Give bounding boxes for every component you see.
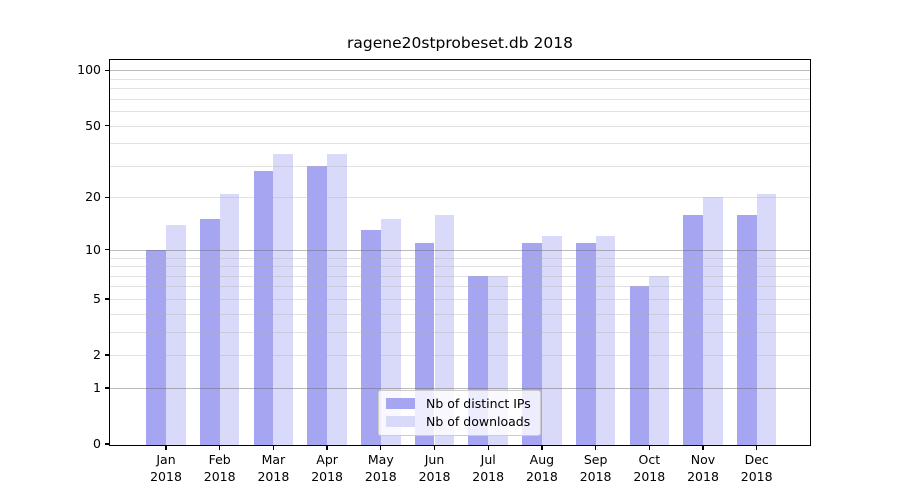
bar-distinct-ips-jan	[146, 249, 166, 445]
y-tick-label-5: 5	[93, 290, 101, 306]
bar-downloads-mar	[273, 153, 294, 445]
bar-distinct-ips-oct	[629, 286, 650, 445]
x-tick-label-oct: Oct 2018	[633, 452, 666, 484]
bar-distinct-ips-mar	[253, 171, 274, 445]
gridline-70	[110, 98, 810, 100]
x-tick-mark	[541, 445, 543, 450]
chart-title: ragene20stprobeset.db 2018	[347, 34, 573, 52]
x-tick-label-aug: Aug 2018	[525, 452, 558, 484]
gridline-4	[110, 313, 810, 315]
gridline-5	[110, 298, 810, 300]
x-tick-mark	[702, 445, 704, 450]
x-tick-label-nov: Nov 2018	[687, 452, 719, 484]
x-tick-mark	[648, 445, 650, 450]
y-tick-label-0: 0	[93, 436, 101, 451]
gridline-50	[110, 125, 810, 127]
gridline-100	[110, 70, 810, 72]
gridline-40	[110, 143, 810, 145]
gridline-80	[110, 88, 810, 90]
bar-downloads-feb	[219, 193, 240, 445]
gridline-7	[110, 275, 810, 277]
bar-distinct-ips-nov	[683, 214, 703, 445]
bar-downloads-aug	[541, 236, 562, 445]
bar-downloads-nov	[703, 197, 723, 445]
y-tick-mark	[105, 298, 110, 300]
legend-row-downloads: Nb of downloads	[386, 414, 531, 429]
y-tick-label-10: 10	[85, 241, 101, 257]
bar-distinct-ips-may	[361, 230, 381, 445]
plot-area	[109, 59, 811, 446]
bar-downloads-jun	[434, 214, 455, 445]
legend-label: Nb of distinct IPs	[426, 396, 531, 411]
legend-label: Nb of downloads	[426, 414, 531, 429]
legend-row-distinct-ips: Nb of distinct IPs	[386, 396, 531, 411]
bar-downloads-apr	[327, 153, 347, 445]
y-tick-label-100: 100	[77, 62, 101, 78]
y-tick-mark	[105, 249, 110, 251]
y-tick-mark	[105, 196, 110, 199]
bar-downloads-jan	[166, 224, 186, 445]
x-tick-mark	[380, 445, 382, 450]
x-tick-mark	[219, 445, 221, 450]
y-tick-label-20: 20	[85, 189, 101, 205]
legend-swatch-distinct-ips	[386, 398, 415, 409]
y-tick-mark	[105, 443, 110, 445]
x-tick-mark	[326, 445, 328, 450]
gridline-90	[110, 78, 810, 80]
gridline-20	[110, 197, 810, 199]
gridline-2	[110, 355, 810, 356]
y-tick-label-50: 50	[85, 117, 101, 133]
gridline-60	[110, 111, 810, 112]
bar-distinct-ips-apr	[307, 165, 328, 445]
y-tick-mark	[105, 354, 110, 356]
bar-distinct-ips-dec	[736, 214, 757, 445]
x-tick-label-jan: Jan 2018	[150, 452, 182, 484]
y-tick-mark	[105, 69, 110, 71]
bar-downloads-oct	[649, 275, 670, 445]
gridline-9	[110, 257, 810, 259]
gridline-3	[110, 331, 810, 333]
bar-distinct-ips-feb	[199, 219, 220, 445]
gridline-1	[110, 387, 810, 389]
y-tick-label-2: 2	[93, 347, 101, 362]
x-tick-mark	[594, 445, 597, 450]
x-tick-mark	[756, 445, 758, 450]
bar-downloads-may	[380, 219, 401, 445]
x-tick-mark	[433, 445, 436, 450]
x-tick-label-jul: Jul 2018	[472, 452, 505, 484]
x-tick-label-sep: Sep 2018	[579, 452, 612, 484]
gridline-10	[110, 249, 810, 251]
legend: Nb of distinct IPs Nb of downloads	[378, 390, 541, 436]
bar-downloads-dec	[756, 193, 777, 445]
x-tick-label-may: May 2018	[364, 452, 397, 484]
bar-distinct-ips-sep	[575, 242, 596, 445]
x-tick-mark	[165, 445, 167, 450]
gridline-8	[110, 266, 810, 267]
y-tick-label-1: 1	[93, 379, 101, 395]
x-tick-label-apr: Apr 2018	[311, 452, 343, 484]
gridline-30	[110, 165, 810, 167]
x-tick-label-jun: Jun 2018	[418, 452, 451, 484]
y-tick-mark	[105, 124, 110, 127]
x-tick-label-mar: Mar 2018	[257, 452, 290, 484]
x-tick-mark	[272, 445, 275, 450]
bar-downloads-sep	[595, 236, 616, 445]
gridline-6	[110, 286, 810, 288]
x-tick-mark	[487, 445, 489, 450]
y-tick-mark	[105, 387, 110, 389]
x-tick-label-dec: Dec 2018	[740, 452, 773, 484]
legend-swatch-downloads	[386, 416, 415, 427]
x-tick-label-feb: Feb 2018	[203, 452, 236, 484]
